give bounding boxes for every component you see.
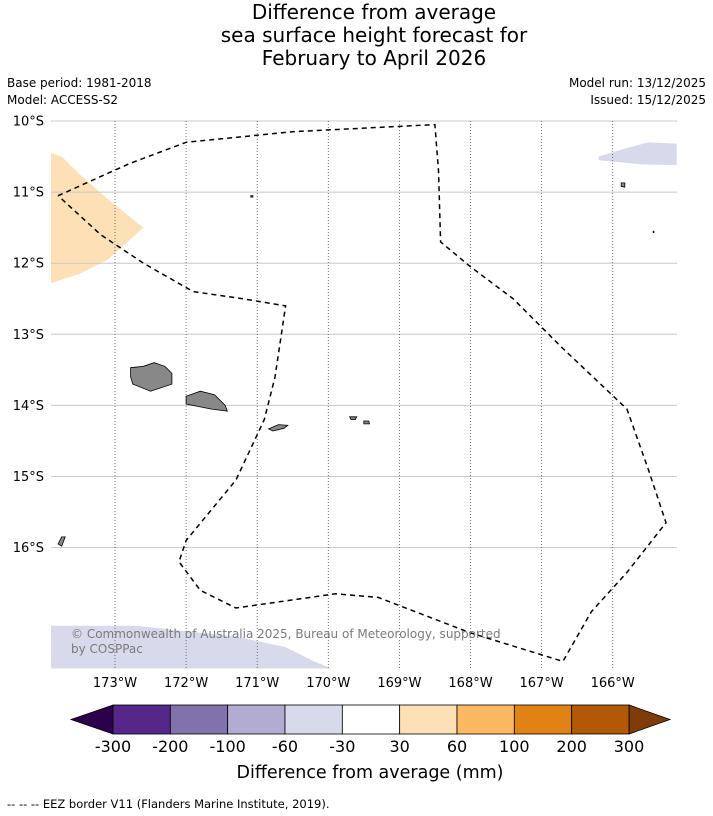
longitude-label: 173°W bbox=[93, 676, 137, 691]
latitude-labels: 10°S 11°S 12°S 13°S 14°S 15°S 16°S bbox=[13, 115, 44, 557]
colorbar-tick-label: -300 bbox=[95, 737, 131, 756]
longitude-label: 167°W bbox=[520, 676, 564, 691]
longitude-label: 168°W bbox=[448, 676, 492, 691]
colorbar-under-arrow bbox=[69, 704, 114, 735]
colorbar-segment bbox=[456, 704, 515, 735]
colorbar-segment bbox=[399, 704, 458, 735]
colorbar-segment bbox=[284, 704, 343, 735]
eez-footnote: -- -- -- EEZ border V11 (Flanders Marine… bbox=[7, 797, 330, 811]
copyright-line-1: © Commonwealth of Australia 2025, Bureau… bbox=[71, 627, 501, 641]
colorbar-tick-label: -60 bbox=[272, 737, 298, 756]
title-line-1: Difference from average bbox=[251, 0, 497, 24]
island bbox=[57, 536, 66, 547]
colorbar-segment bbox=[169, 704, 229, 735]
longitude-label: 170°W bbox=[306, 676, 350, 691]
colorbar-segment bbox=[341, 704, 401, 735]
colorbar-tick-label: -100 bbox=[210, 737, 246, 756]
island bbox=[363, 420, 371, 425]
base-period: Base period: 1981-2018 bbox=[7, 76, 152, 90]
longitude-label: 166°W bbox=[591, 676, 635, 691]
eez-borders bbox=[57, 123, 667, 663]
island bbox=[250, 195, 254, 198]
model-run-date: Model run: 13/12/2025 bbox=[568, 76, 706, 90]
colorbar-over-arrow bbox=[628, 704, 672, 735]
colorbar-segment bbox=[112, 704, 171, 735]
colorbar-tick-label: -200 bbox=[152, 737, 188, 756]
island bbox=[620, 182, 626, 188]
colorbar-tick-label: -30 bbox=[329, 737, 355, 756]
island bbox=[652, 230, 655, 234]
model-name: Model: ACCESS-S2 bbox=[7, 93, 119, 107]
anomaly-regions bbox=[51, 142, 677, 669]
anomaly-region bbox=[51, 153, 144, 284]
title-line-2: sea surface height forecast for bbox=[220, 23, 528, 47]
colorbar-tick-label: 100 bbox=[499, 737, 530, 756]
title-line-3: February to April 2026 bbox=[261, 46, 487, 70]
eez-border bbox=[57, 123, 667, 663]
latitude-label: 15°S bbox=[13, 470, 44, 485]
longitude-label: 169°W bbox=[377, 676, 421, 691]
longitude-label: 172°W bbox=[164, 676, 208, 691]
island bbox=[185, 390, 228, 412]
colorbar: -300 -200 -100 -60 -30 30 60 100 200 300 bbox=[69, 704, 672, 756]
latitude-label: 12°S bbox=[13, 257, 44, 272]
colorbar-segment bbox=[227, 704, 286, 735]
latitude-label: 10°S bbox=[13, 115, 44, 130]
graticule bbox=[51, 120, 677, 669]
colorbar-tick-label: 200 bbox=[556, 737, 587, 756]
longitude-labels: 173°W 172°W 171°W 170°W 169°W 168°W 167°W 166°W bbox=[93, 676, 635, 691]
anomaly-region bbox=[598, 142, 677, 166]
island bbox=[130, 362, 173, 392]
island bbox=[267, 424, 289, 432]
colorbar-tick-label: 30 bbox=[389, 737, 409, 756]
colorbar-label: Difference from average (mm) bbox=[236, 763, 503, 783]
colorbar-tick-label: 300 bbox=[614, 737, 645, 756]
latitude-label: 16°S bbox=[13, 541, 44, 556]
anomaly-region bbox=[51, 625, 332, 669]
island bbox=[348, 416, 358, 421]
land-masses bbox=[57, 182, 655, 547]
colorbar-segment bbox=[513, 704, 573, 735]
longitude-label: 171°W bbox=[235, 676, 279, 691]
copyright-line-2: by COSPPac bbox=[71, 642, 143, 656]
latitude-label: 11°S bbox=[13, 186, 44, 201]
issued-date: Issued: 15/12/2025 bbox=[590, 93, 706, 107]
latitude-label: 14°S bbox=[13, 399, 44, 414]
colorbar-segment bbox=[571, 704, 630, 735]
latitude-label: 13°S bbox=[13, 328, 44, 343]
colorbar-tick-label: 60 bbox=[447, 737, 467, 756]
